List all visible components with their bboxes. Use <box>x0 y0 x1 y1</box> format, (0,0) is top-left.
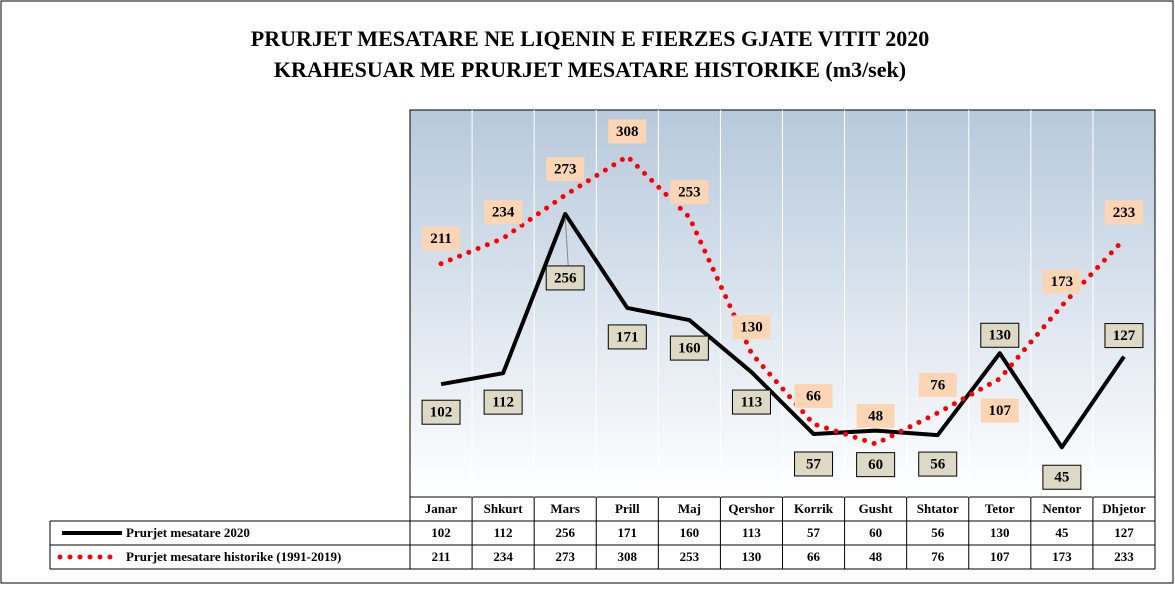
label-box <box>607 324 647 350</box>
x-tick-label: Maj <box>678 501 701 516</box>
table-cell: 56 <box>931 525 945 540</box>
label-box <box>1042 269 1081 294</box>
table-cell: 48 <box>869 549 883 564</box>
x-tick-label: Korrik <box>794 501 834 516</box>
table-cell: 308 <box>618 549 638 564</box>
data-label: 234 <box>492 205 515 221</box>
data-label: 171 <box>616 329 639 345</box>
table-cell: 127 <box>1114 525 1134 540</box>
x-tick-label: Shtator <box>917 501 959 516</box>
x-tick-label: Nentor <box>1042 501 1081 516</box>
legend-label: Prurjet mesatare historike (1991-2019) <box>126 549 341 564</box>
label-box <box>1104 200 1143 225</box>
label-box <box>670 180 709 205</box>
data-label: 107 <box>989 403 1012 419</box>
table-cell: 233 <box>1114 549 1134 564</box>
x-tick-label: Janar <box>425 501 458 516</box>
data-label: 76 <box>930 377 946 393</box>
table-cell: 57 <box>807 525 821 540</box>
label-box <box>980 398 1019 423</box>
label-box <box>546 157 585 182</box>
x-tick-label: Prill <box>615 501 640 516</box>
label-box <box>545 265 585 291</box>
label-box <box>794 384 833 409</box>
data-label: 256 <box>554 270 577 286</box>
table-cell: 113 <box>742 525 761 540</box>
label-box <box>422 226 461 251</box>
data-label: 60 <box>868 457 883 473</box>
chart-subtitle: KRAHESUAR ME PRURJET MESATARE HISTORIKE … <box>274 57 906 82</box>
data-label: 211 <box>430 231 452 247</box>
data-label: 273 <box>554 162 577 178</box>
table-cell: 173 <box>1052 549 1072 564</box>
label-box <box>731 389 771 415</box>
data-label: 308 <box>616 124 639 140</box>
x-tick-label: Dhjetor <box>1102 501 1146 516</box>
data-label: 48 <box>868 408 883 424</box>
label-box <box>1104 323 1144 349</box>
label-box <box>484 200 523 225</box>
x-tick-label: Tetor <box>985 501 1015 516</box>
table-cell: 130 <box>742 549 762 564</box>
label-box <box>608 119 647 144</box>
label-box <box>1042 464 1082 490</box>
table-cell: 171 <box>618 525 638 540</box>
table-cell: 76 <box>931 549 945 564</box>
data-label: 113 <box>741 394 763 410</box>
legend-label: Prurjet mesatare 2020 <box>126 525 250 540</box>
series-line <box>438 153 1127 447</box>
data-label: 66 <box>806 388 822 404</box>
table-cell: 66 <box>807 549 821 564</box>
data-label: 173 <box>1051 274 1074 290</box>
data-label: 160 <box>678 341 701 357</box>
table-cell: 253 <box>680 549 700 564</box>
label-box <box>794 451 834 477</box>
data-label: 57 <box>806 456 822 472</box>
table-cell: 160 <box>680 525 700 540</box>
label-box <box>980 322 1020 348</box>
label-box <box>918 372 957 397</box>
label-box <box>669 335 709 361</box>
leader-line <box>564 217 569 266</box>
data-label: 130 <box>740 320 763 336</box>
table-cell: 256 <box>555 525 575 540</box>
table-cell: 273 <box>555 549 575 564</box>
data-label: 45 <box>1054 470 1069 486</box>
label-box <box>732 315 771 340</box>
table-cell: 130 <box>990 525 1010 540</box>
table-cell: 102 <box>431 525 451 540</box>
table-cell: 60 <box>869 525 882 540</box>
data-label: 130 <box>989 328 1012 344</box>
data-label: 127 <box>1113 328 1136 344</box>
data-label: 56 <box>930 457 946 473</box>
label-box <box>856 452 896 478</box>
x-tick-label: Gusht <box>859 501 894 516</box>
series-line <box>440 211 1126 450</box>
table-cell: 234 <box>493 549 513 564</box>
data-label: 253 <box>678 185 701 201</box>
label-box <box>856 403 895 428</box>
table-cell: 45 <box>1055 525 1069 540</box>
chart-title: PRURJET MESATARE NE LIQENIN E FIERZES GJ… <box>251 26 930 51</box>
x-tick-label: Mars <box>550 501 580 516</box>
data-label: 112 <box>492 395 514 411</box>
data-label: 233 <box>1113 205 1136 221</box>
label-box <box>483 389 523 415</box>
table-cell: 112 <box>494 525 513 540</box>
table-cell: 211 <box>432 549 451 564</box>
label-box <box>918 451 958 477</box>
label-box <box>421 399 461 425</box>
x-tick-label: Qershor <box>728 501 774 516</box>
x-tick-label: Shkurt <box>484 501 524 516</box>
table-cell: 107 <box>990 549 1010 564</box>
data-label: 102 <box>430 405 453 421</box>
